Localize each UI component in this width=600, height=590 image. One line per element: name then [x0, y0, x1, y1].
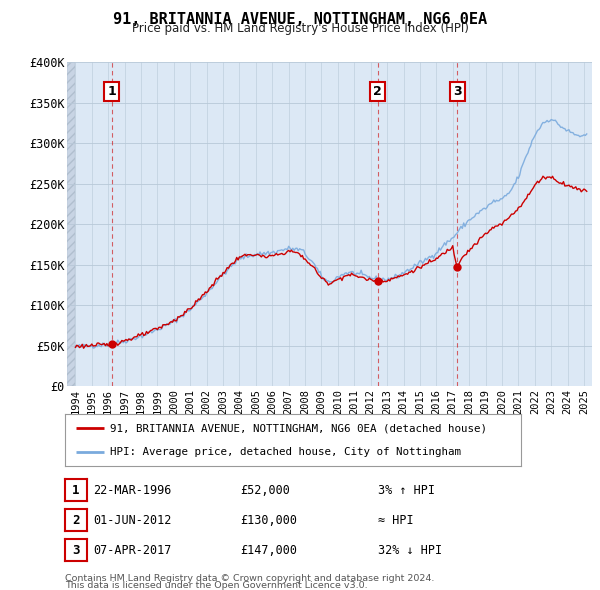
- Text: HPI: Average price, detached house, City of Nottingham: HPI: Average price, detached house, City…: [110, 447, 461, 457]
- Text: 2: 2: [72, 513, 80, 526]
- Text: 1: 1: [72, 483, 80, 497]
- Text: 91, BRITANNIA AVENUE, NOTTINGHAM, NG6 0EA: 91, BRITANNIA AVENUE, NOTTINGHAM, NG6 0E…: [113, 12, 487, 27]
- Text: 91, BRITANNIA AVENUE, NOTTINGHAM, NG6 0EA (detached house): 91, BRITANNIA AVENUE, NOTTINGHAM, NG6 0E…: [110, 423, 487, 433]
- Text: 01-JUN-2012: 01-JUN-2012: [93, 513, 172, 526]
- Text: 3% ↑ HPI: 3% ↑ HPI: [378, 483, 435, 497]
- Text: £147,000: £147,000: [240, 543, 297, 556]
- Text: This data is licensed under the Open Government Licence v3.0.: This data is licensed under the Open Gov…: [65, 581, 367, 590]
- Text: 32% ↓ HPI: 32% ↓ HPI: [378, 543, 442, 556]
- Text: 2: 2: [373, 84, 382, 98]
- Text: 22-MAR-1996: 22-MAR-1996: [93, 483, 172, 497]
- Text: 3: 3: [72, 543, 80, 556]
- Text: Price paid vs. HM Land Registry's House Price Index (HPI): Price paid vs. HM Land Registry's House …: [131, 22, 469, 35]
- Text: 3: 3: [453, 84, 461, 98]
- Text: 07-APR-2017: 07-APR-2017: [93, 543, 172, 556]
- Text: ≈ HPI: ≈ HPI: [378, 513, 413, 526]
- Text: 1: 1: [107, 84, 116, 98]
- Text: Contains HM Land Registry data © Crown copyright and database right 2024.: Contains HM Land Registry data © Crown c…: [65, 573, 434, 583]
- Text: £130,000: £130,000: [240, 513, 297, 526]
- Text: £52,000: £52,000: [240, 483, 290, 497]
